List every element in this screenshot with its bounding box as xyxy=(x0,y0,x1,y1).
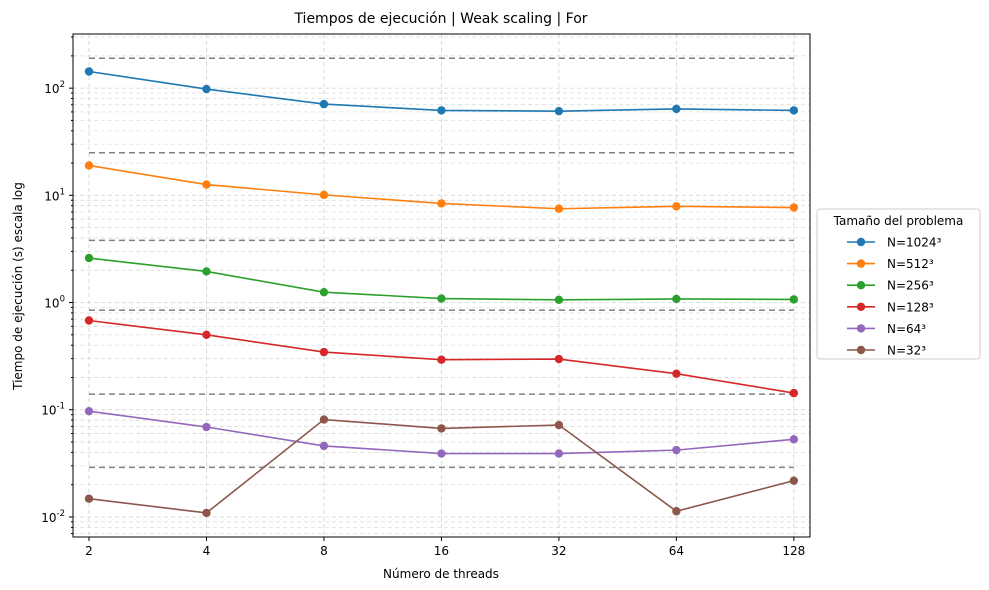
x-tick-label: 4 xyxy=(203,544,211,558)
data-point xyxy=(202,267,211,276)
data-point xyxy=(84,316,94,325)
data-point xyxy=(202,508,211,518)
legend-label: N=32³ xyxy=(887,344,926,358)
data-point xyxy=(437,294,446,303)
data-point xyxy=(319,347,329,357)
data-point xyxy=(672,104,681,114)
x-tick-label: 64 xyxy=(669,544,684,558)
y-tick-label: 10-2 xyxy=(41,509,65,525)
legend-label: N=1024³ xyxy=(887,236,942,250)
grid xyxy=(73,34,810,537)
y-axis-ticks: 10-2 10-1 100 101 102 xyxy=(41,36,73,535)
data-point xyxy=(672,369,681,378)
x-tick-label: 16 xyxy=(434,544,449,558)
data-point xyxy=(789,295,799,304)
data-point xyxy=(84,67,94,76)
y-axis-label: Tiempo de ejecución (s) escala log xyxy=(11,182,25,391)
data-point xyxy=(554,354,564,364)
series xyxy=(84,67,799,116)
legend-label: N=512³ xyxy=(887,257,934,271)
series xyxy=(84,253,799,305)
legend-swatch-marker xyxy=(856,302,866,311)
data-point xyxy=(202,422,211,432)
x-tick-label: 32 xyxy=(551,544,566,558)
x-tick-label: 128 xyxy=(782,544,805,558)
data-point xyxy=(319,287,329,297)
data-point xyxy=(672,294,681,304)
data-point xyxy=(789,388,799,398)
data-point xyxy=(437,355,446,364)
legend-item: N=64³ xyxy=(847,322,926,336)
y-tick-label: 100 xyxy=(44,295,65,311)
data-point xyxy=(202,84,211,94)
data-point xyxy=(437,449,446,458)
data-point xyxy=(437,106,446,115)
legend-swatch-marker xyxy=(856,345,866,355)
legend-label: N=256³ xyxy=(887,279,934,293)
y-tick-label: 101 xyxy=(44,187,65,203)
legend: Tamaño del problema N=1024³ N=512³ N=256³ N=… xyxy=(816,208,981,360)
y-tick-label: 102 xyxy=(44,80,65,96)
data-point xyxy=(202,180,211,189)
legend-label: N=64³ xyxy=(887,322,926,336)
data-point xyxy=(789,203,799,212)
x-axis-ticks: 2 4 8 16 32 64 128 xyxy=(85,537,805,558)
data-point xyxy=(202,330,211,340)
reference-lines xyxy=(88,57,794,469)
legend-item: N=128³ xyxy=(847,300,934,314)
legend-item: N=32³ xyxy=(847,344,926,358)
data-point xyxy=(319,99,329,109)
legend-swatch-marker xyxy=(856,281,866,290)
data-point xyxy=(84,253,94,263)
data-point xyxy=(789,476,799,485)
x-tick-label: 8 xyxy=(320,544,328,558)
data-point xyxy=(84,494,94,503)
series xyxy=(84,415,799,518)
legend-item: N=512³ xyxy=(847,257,934,271)
series xyxy=(84,406,799,458)
y-tick-label: 10-1 xyxy=(41,402,65,418)
legend-item: N=1024³ xyxy=(847,236,942,250)
data-point xyxy=(554,204,564,213)
legend-item: N=256³ xyxy=(847,279,934,293)
data-point xyxy=(319,190,329,200)
data-point xyxy=(672,202,681,211)
legend-swatch-marker xyxy=(856,324,866,333)
data-point xyxy=(554,106,564,116)
chart-title: Tiempos de ejecución | Weak scaling | Fo… xyxy=(293,11,587,27)
series xyxy=(84,316,799,398)
data-point xyxy=(84,406,94,416)
x-tick-label: 2 xyxy=(85,544,93,558)
data-point xyxy=(672,445,681,455)
data-point xyxy=(672,507,681,516)
data-point xyxy=(84,161,94,170)
data-point xyxy=(437,199,446,208)
data-point xyxy=(437,424,446,433)
legend-label: N=128³ xyxy=(887,300,934,314)
legend-swatch-marker xyxy=(856,259,866,268)
series xyxy=(84,161,799,213)
data-point xyxy=(319,415,329,424)
legend-box xyxy=(816,208,981,360)
series-layer xyxy=(84,67,799,518)
legend-title: Tamaño del problema xyxy=(833,214,964,228)
data-point xyxy=(554,420,564,430)
data-point xyxy=(554,295,564,305)
legend-swatch-marker xyxy=(856,237,866,247)
data-point xyxy=(319,441,329,451)
data-point xyxy=(789,435,799,444)
x-axis-label: Número de threads xyxy=(383,567,499,581)
data-point xyxy=(789,106,799,115)
data-point xyxy=(554,449,564,458)
